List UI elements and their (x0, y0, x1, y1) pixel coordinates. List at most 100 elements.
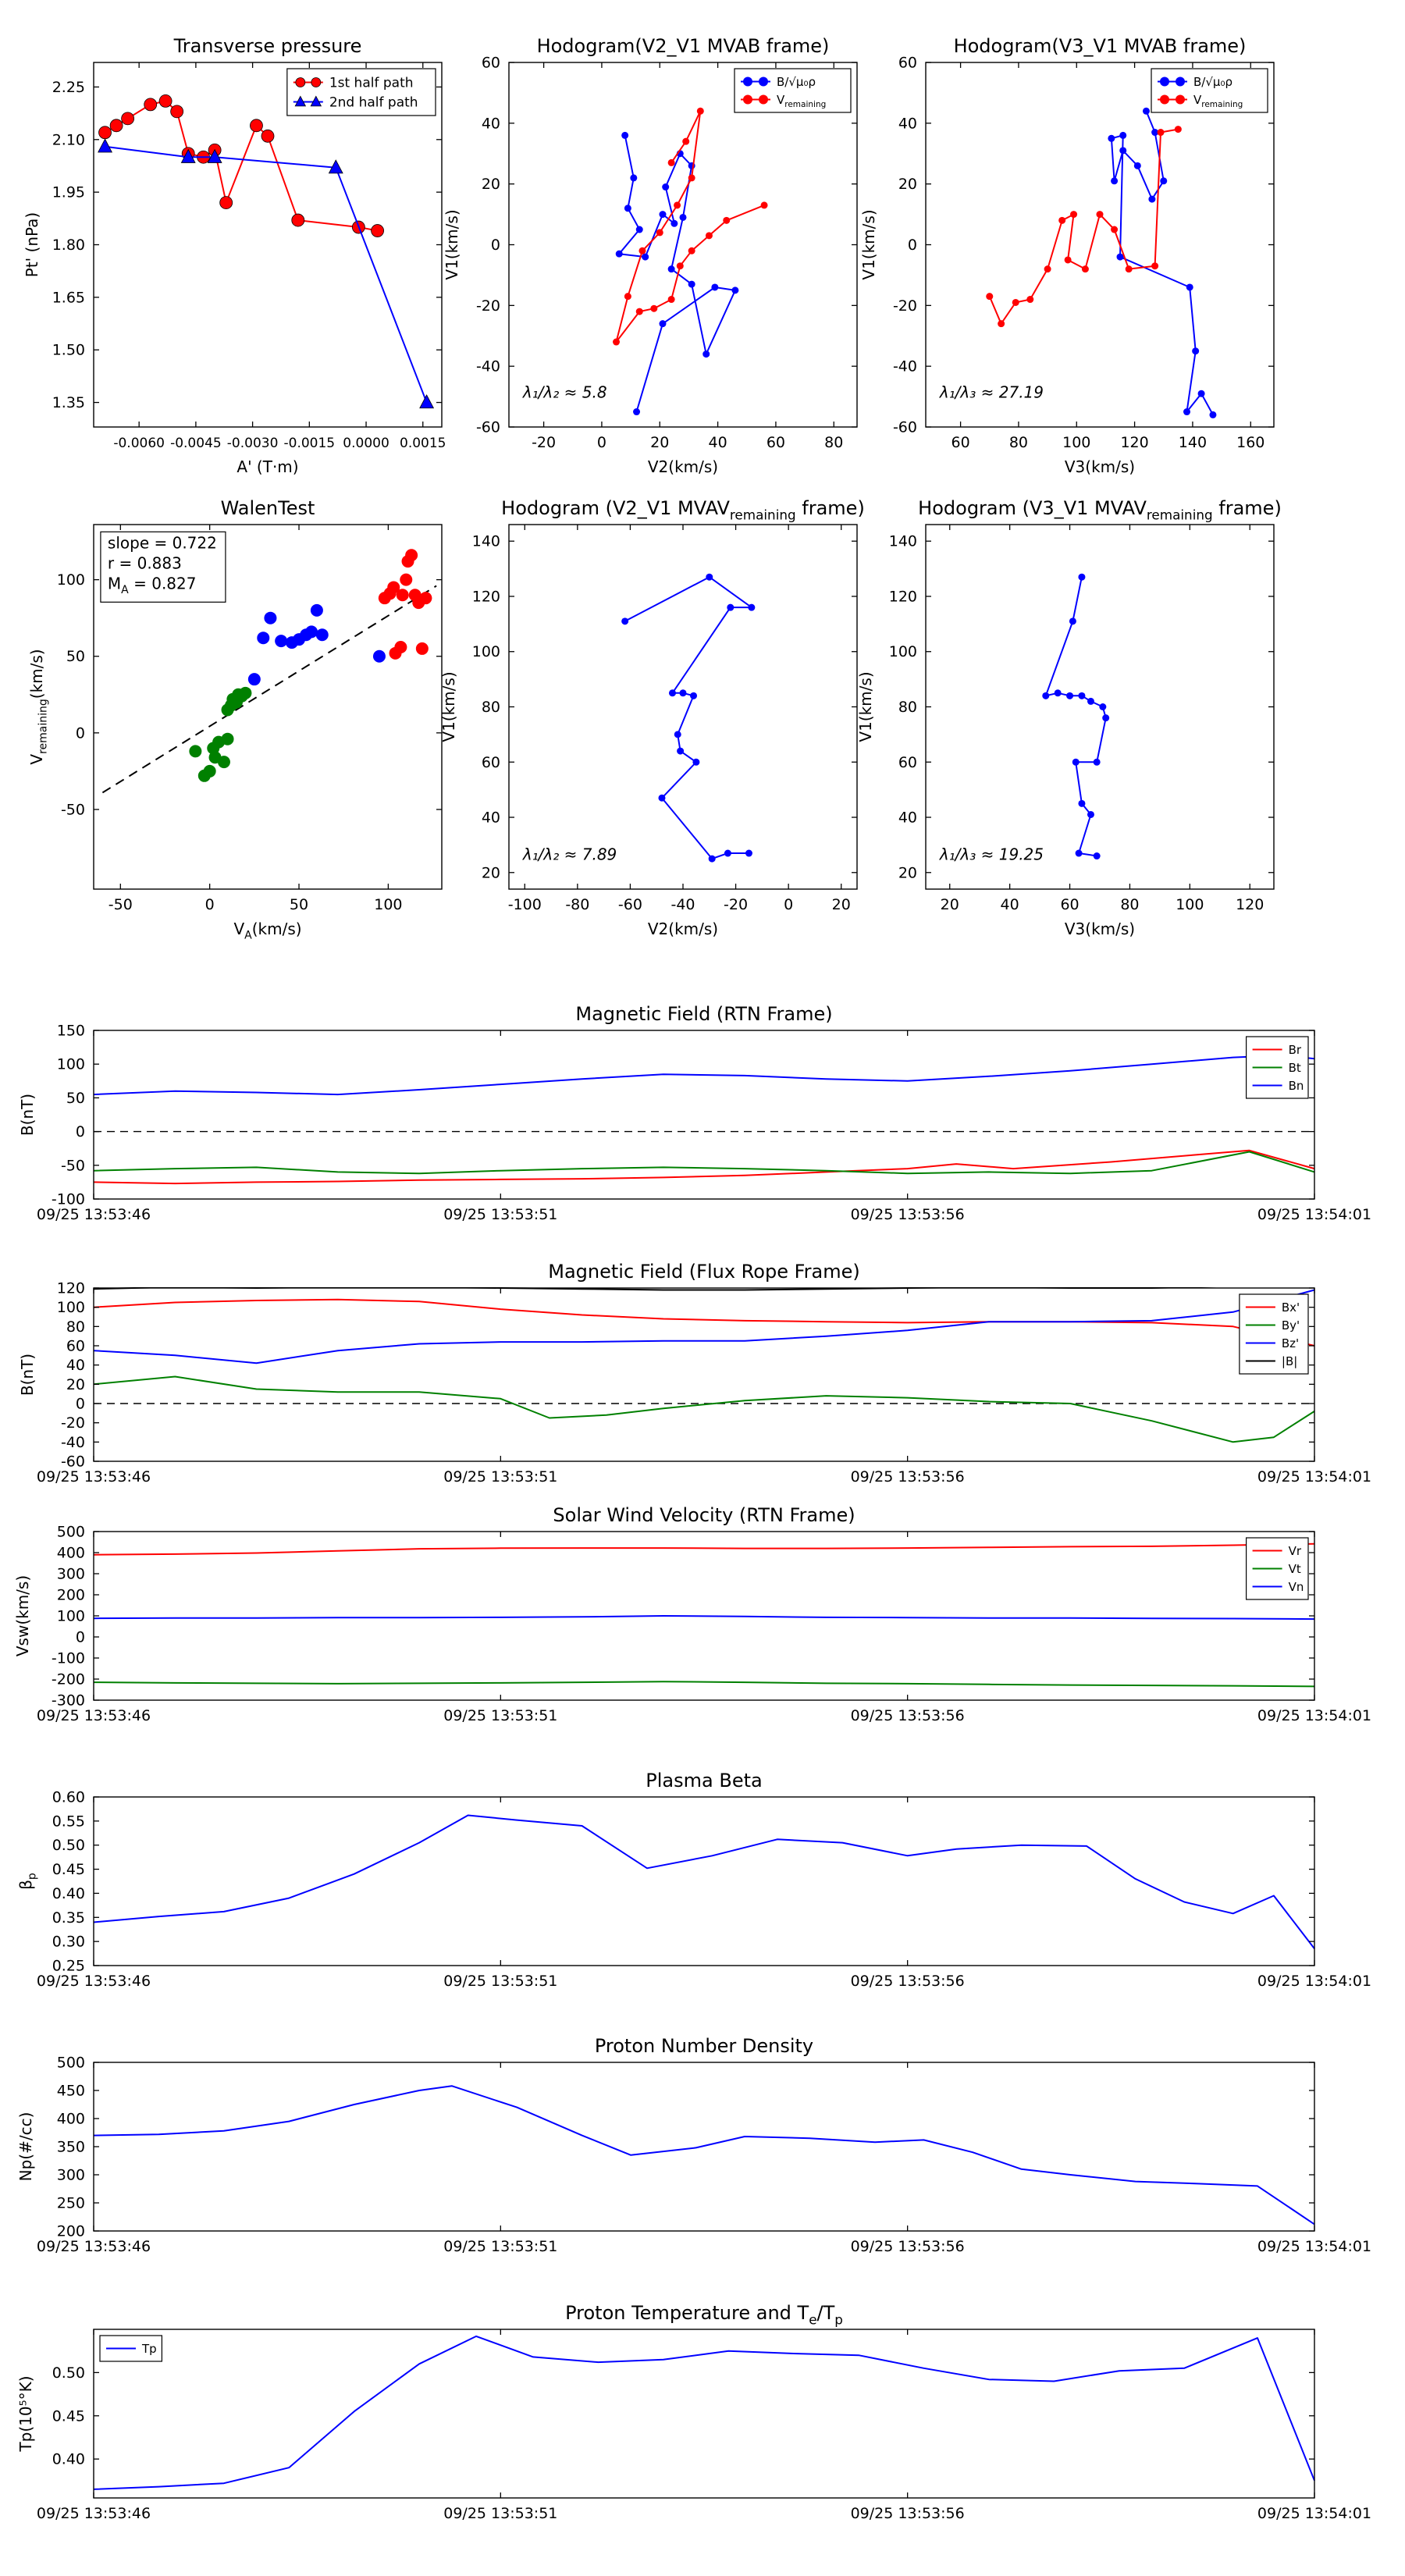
chart-title: Proton Number Density (595, 2035, 813, 2057)
y-ticks: 0.25 0.30 0.35 0.40 0.45 0.50 0.55 0.60 (52, 1789, 1314, 1975)
y-tick-label: 100 (57, 1056, 85, 1073)
y-ticks: -50 0 50 100 (57, 571, 442, 818)
y-ticks: -60 -40 -20 0 20 40 60 (476, 55, 857, 436)
x-axis-label: VA(km/s) (233, 920, 301, 942)
x-tick-label: 09/25 13:54:01 (1257, 2238, 1371, 2255)
series-v-remaining (986, 126, 1182, 328)
y-ticks: -100 -50 0 50 100 150 (52, 1023, 1314, 1208)
x-tick-label: 120 (1236, 896, 1264, 913)
x-axis-label: V3(km/s) (1065, 457, 1135, 476)
y-tick-label: 40 (482, 809, 500, 827)
y-tick-label: 400 (57, 2111, 85, 2128)
y-tick-label: 40 (66, 1357, 85, 1374)
x-tick-label: 50 (290, 896, 308, 913)
plot-area (986, 107, 1217, 418)
y-tick-label: 120 (889, 588, 917, 605)
x-tick-label: 09/25 13:53:51 (443, 1707, 557, 1724)
x-tick-label: 100 (374, 896, 402, 913)
y-tick-label: 0.25 (52, 1958, 85, 1975)
y-tick-label: 20 (898, 864, 917, 881)
series-2nd-half-path (98, 138, 435, 409)
series-b-over-sqrt-mu0-rho (1042, 573, 1110, 860)
legend-label: Vt (1289, 1562, 1301, 1576)
annotation: λ₁/λ₃ ≈ 19.25 (939, 845, 1044, 864)
y-tick-label: 500 (57, 2055, 85, 2072)
legend-label: By' (1282, 1318, 1300, 1332)
chart-title: Hodogram(V3_V1 MVAB frame) (954, 35, 1247, 57)
chart-title: Plasma Beta (646, 1770, 762, 1791)
y-tick-label: 0.60 (52, 1789, 85, 1806)
annotation-line: r = 0.883 (108, 553, 182, 572)
y-ticks: 1.35 1.50 1.65 1.80 1.95 2.10 2.25 (52, 79, 442, 411)
y-tick-label: 0.40 (52, 2451, 85, 2468)
chart-title: Solar Wind Velocity (RTN Frame) (553, 1504, 855, 1526)
legend: B/√μ₀ρ Vremaining (734, 68, 852, 113)
y-axis-label: V1(km/s) (859, 209, 878, 279)
annotation-line: slope = 0.722 (108, 533, 217, 552)
x-axis-label: A' (T·m) (237, 457, 298, 476)
legend-label: 1st half path (329, 75, 414, 91)
x-tick-label: 40 (709, 434, 727, 451)
x-tick-label: 120 (1120, 434, 1148, 451)
series-beta (93, 1814, 1315, 1950)
x-axis-label: V2(km/s) (648, 457, 718, 476)
series-br (93, 1149, 1315, 1185)
y-tick-label: 150 (57, 1023, 85, 1040)
chart-title: Magnetic Field (RTN Frame) (575, 1003, 832, 1025)
x-tick-label: 80 (1009, 434, 1028, 451)
x-tick-label: 09/25 13:54:01 (1257, 1468, 1371, 1485)
series-bz (93, 1289, 1315, 1364)
y-tick-label: 2.25 (52, 79, 85, 96)
x-tick-label: 0 (597, 434, 606, 451)
x-tick-label: 09/25 13:53:56 (851, 1973, 965, 1990)
x-tick-label: 09/25 13:53:46 (37, 1707, 151, 1724)
legend-label: Bz' (1282, 1336, 1299, 1350)
x-tick-label: 09/25 13:53:51 (443, 1206, 557, 1223)
legend-label: Tp (141, 2342, 157, 2356)
legend-label: Vremaining (1193, 93, 1243, 109)
x-tick-label: 09/25 13:53:56 (851, 1707, 965, 1724)
axes-background (94, 62, 442, 427)
x-tick-label: 80 (1120, 896, 1139, 913)
y-tick-label: -100 (52, 1650, 85, 1667)
plot-area (1042, 573, 1110, 860)
x-tick-label: 09/25 13:54:01 (1257, 1973, 1371, 1990)
y-tick-label: -20 (61, 1414, 85, 1432)
y-tick-label: -50 (61, 1157, 85, 1174)
y-tick-label: 20 (482, 176, 500, 193)
x-tick-label: 09/25 13:53:56 (851, 2505, 965, 2522)
x-tick-label: -50 (108, 896, 133, 913)
y-tick-label: 40 (482, 115, 500, 132)
x-tick-label: -60 (618, 896, 642, 913)
x-ticks: 09/25 13:53:46 09/25 13:53:51 09/25 13:53:… (37, 2329, 1371, 2522)
plot-area (101, 549, 437, 794)
x-ticks: 09/25 13:53:46 09/25 13:53:51 09/25 13:53:… (37, 1532, 1371, 1724)
chart-title: WalenTest (221, 497, 315, 519)
y-axis-label: Tp(10⁵°K) (16, 2375, 35, 2452)
x-tick-label: 0.0000 (343, 436, 389, 451)
series-middle-interval (247, 603, 386, 686)
x-tick-label: 60 (1060, 896, 1079, 913)
series-1st-half-path (98, 94, 384, 237)
annotation: λ₁/λ₃ ≈ 27.19 (939, 383, 1044, 402)
legend: Br Bt Bn (1245, 1036, 1309, 1099)
x-tick-label: 09/25 13:53:51 (443, 1973, 557, 1990)
y-tick-label: 400 (57, 1545, 85, 1562)
x-ticks: 09/25 13:53:46 09/25 13:53:51 09/25 13:53:… (37, 1288, 1371, 1485)
y-ticks: -60 -40 -20 0 20 40 60 (893, 55, 1274, 436)
y-tick-label: 450 (57, 2083, 85, 2100)
x-ticks: -0.0060 -0.0045 -0.0030 -0.0015 0.0000 0.0015 (113, 62, 446, 451)
x-ticks: -50 0 50 100 (108, 525, 403, 913)
series-bx (93, 1298, 1315, 1347)
chart-hodogram-v2v1-mvab: -20 0 20 40 60 80 -60 -40 -20 0 20 40 60 Hodogram(V2_… (443, 35, 858, 476)
x-tick-label: 100 (1176, 896, 1204, 913)
y-axis-label: V1(km/s) (439, 671, 458, 742)
x-tick-label: 09/25 13:53:56 (851, 2238, 965, 2255)
y-ticks: 20 40 60 80 100 120 140 (889, 533, 1274, 881)
axes-background (509, 62, 857, 427)
y-tick-label: 0 (76, 1123, 85, 1140)
x-tick-label: -20 (724, 896, 748, 913)
y-axis-label: V1(km/s) (443, 209, 461, 279)
